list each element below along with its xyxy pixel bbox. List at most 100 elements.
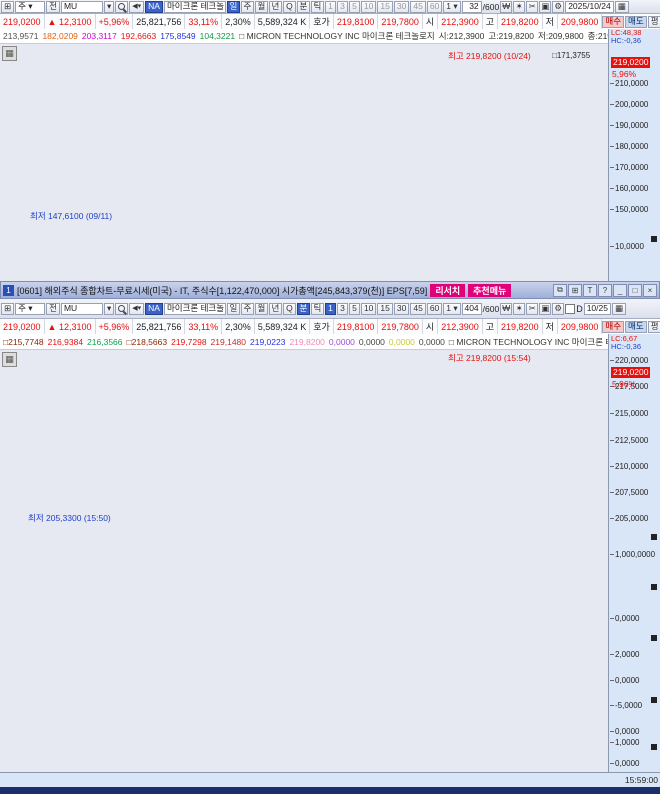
interval-button-15[interactable]: 15 [377, 302, 393, 315]
period-button-주[interactable]: 주 [240, 0, 254, 13]
won-icon[interactable]: ₩ [500, 302, 513, 315]
symbol-dropdown-arrow[interactable]: ▾ [103, 0, 115, 13]
panel-collapse-icon[interactable] [651, 584, 657, 590]
buy-button[interactable]: 매수 [602, 15, 625, 28]
period-button-년[interactable]: 년 [268, 0, 282, 13]
period-button-월[interactable]: 월 [254, 0, 268, 13]
search-icon[interactable] [115, 0, 129, 13]
bar-count-input[interactable]: 404 [461, 302, 482, 315]
avg-button[interactable]: 평 [647, 15, 660, 28]
intraday-chart-plot[interactable] [0, 350, 608, 772]
interval-button-15[interactable]: 15 [377, 0, 393, 13]
interval-button-30[interactable]: 30 [393, 302, 410, 315]
date-input[interactable]: 10/25 [583, 302, 611, 315]
history-nav-button[interactable]: ◀▾ [129, 0, 145, 13]
daily-chart-y-axis[interactable]: 210,0000 200,0000 190,0000 180,0000 170,0000… [608, 44, 660, 281]
intraday-chart-y-axis[interactable]: 220,0000 217,5000 215,0000 212,5000 210,0000… [608, 350, 660, 772]
tools-icon[interactable]: ✶ [513, 302, 526, 315]
symbol-input[interactable]: MU [60, 302, 103, 315]
interval-button-5[interactable]: 5 [348, 302, 360, 315]
won-icon[interactable]: ₩ [500, 0, 513, 13]
tools-icon[interactable]: ✶ [513, 0, 526, 13]
symbol-dropdown-arrow[interactable]: ▾ [103, 302, 115, 315]
settings-icon[interactable]: ⚙ [552, 302, 565, 315]
interval-button-10[interactable]: 10 [360, 302, 377, 315]
period-button-분[interactable]: 분 [296, 0, 310, 13]
period-button-월[interactable]: 월 [254, 302, 268, 315]
chart-grid-icon[interactable]: ▦ [2, 352, 17, 367]
period-button-틱[interactable]: 틱 [310, 302, 324, 315]
window-control-icon[interactable]: ⊞ [568, 283, 582, 297]
history-nav-button[interactable]: ◀▾ [129, 302, 145, 315]
interval-button-45[interactable]: 45 [410, 0, 426, 13]
legend-value: 219,8200 [289, 336, 325, 347]
save-icon[interactable]: ▣ [539, 0, 552, 13]
period-button-일[interactable]: 일 [226, 302, 240, 315]
window-control-icon[interactable]: □ [628, 283, 642, 297]
bar-count-input[interactable]: 32 [461, 0, 482, 13]
interval-button-3[interactable]: 3 [336, 0, 348, 13]
jeon-button[interactable]: 전 [46, 302, 60, 315]
interval-button-30[interactable]: 30 [393, 0, 410, 13]
interval-button-60[interactable]: 60 [426, 0, 443, 13]
research-button[interactable]: 리서치 [430, 283, 466, 297]
period-button-일[interactable]: 일 [226, 0, 240, 13]
panel-collapse-icon[interactable] [651, 635, 657, 641]
interval-button-1[interactable]: 1 [324, 302, 336, 315]
settings-icon[interactable]: ⚙ [552, 0, 565, 13]
recommend-menu-button[interactable]: 추천메뉴 [468, 283, 512, 297]
chart-grid-icon[interactable]: ▦ [2, 46, 17, 61]
quote-cell: 호가 [310, 319, 334, 334]
save-icon[interactable]: ▣ [539, 302, 552, 315]
symbol-input[interactable]: MU [60, 0, 103, 13]
interval-button-1[interactable]: 1 [324, 0, 336, 13]
buy-button[interactable]: 매수 [602, 320, 625, 333]
panel-collapse-icon[interactable] [651, 236, 657, 242]
period-button-분[interactable]: 분 [296, 302, 310, 315]
snapshot-icon[interactable]: ✂ [526, 0, 539, 13]
panel-collapse-icon[interactable] [651, 744, 657, 750]
current-pct: 5,96% [612, 379, 637, 389]
quote-value: 저 [545, 322, 554, 332]
period-type-combo[interactable]: 주 ▾ [15, 302, 46, 315]
window-control-icon[interactable]: _ [613, 283, 627, 297]
sell-button[interactable]: 매도 [625, 320, 647, 333]
quote-cell: 호가 [310, 14, 334, 29]
time-axis[interactable]: 15:59:00 [0, 772, 660, 788]
date-input[interactable]: 2025/10/24 [565, 0, 614, 13]
interval-button-3[interactable]: 3 [336, 302, 348, 315]
interval-combo[interactable]: 1 ▾ [443, 302, 461, 315]
daily-chart-plot[interactable] [0, 44, 608, 281]
quote-value: ▲ 12,3100 [47, 321, 92, 332]
interval-button-10[interactable]: 10 [360, 0, 377, 13]
d-checkbox[interactable] [565, 303, 576, 314]
jeon-button[interactable]: 전 [46, 0, 60, 13]
window-badge: 1 [3, 284, 14, 296]
interval-combo[interactable]: 1 ▾ [443, 0, 461, 13]
panel-collapse-icon[interactable] [651, 697, 657, 703]
snapshot-icon[interactable]: ✂ [526, 302, 539, 315]
calendar-icon[interactable]: ▦ [614, 0, 629, 13]
window-grid-icon[interactable]: ⊞ [1, 0, 15, 13]
interval-button-45[interactable]: 45 [410, 302, 426, 315]
period-button-틱[interactable]: 틱 [310, 0, 324, 13]
period-button-주[interactable]: 주 [240, 302, 254, 315]
window-control-icon[interactable]: T [583, 283, 597, 297]
window-control-icon[interactable]: ? [598, 283, 612, 297]
period-button-Q[interactable]: Q [282, 0, 296, 13]
panel-collapse-icon[interactable] [651, 534, 657, 540]
legend-ohlc: 저:209,9800 [538, 31, 584, 41]
period-type-combo[interactable]: 주 ▾ [15, 0, 46, 13]
avg-button[interactable]: 평 [647, 320, 660, 333]
period-button-Q[interactable]: Q [282, 302, 296, 315]
window-control-icon[interactable]: ⧉ [553, 283, 567, 297]
interval-button-60[interactable]: 60 [426, 302, 443, 315]
period-button-년[interactable]: 년 [268, 302, 282, 315]
window-control-icon[interactable]: × [643, 283, 657, 297]
window-grid-icon[interactable]: ⊞ [1, 302, 15, 315]
quote-value: 219,7800 [381, 321, 419, 332]
interval-button-5[interactable]: 5 [348, 0, 360, 13]
search-icon[interactable] [115, 302, 129, 315]
calendar-icon[interactable]: ▦ [611, 302, 627, 315]
sell-button[interactable]: 매도 [625, 15, 647, 28]
